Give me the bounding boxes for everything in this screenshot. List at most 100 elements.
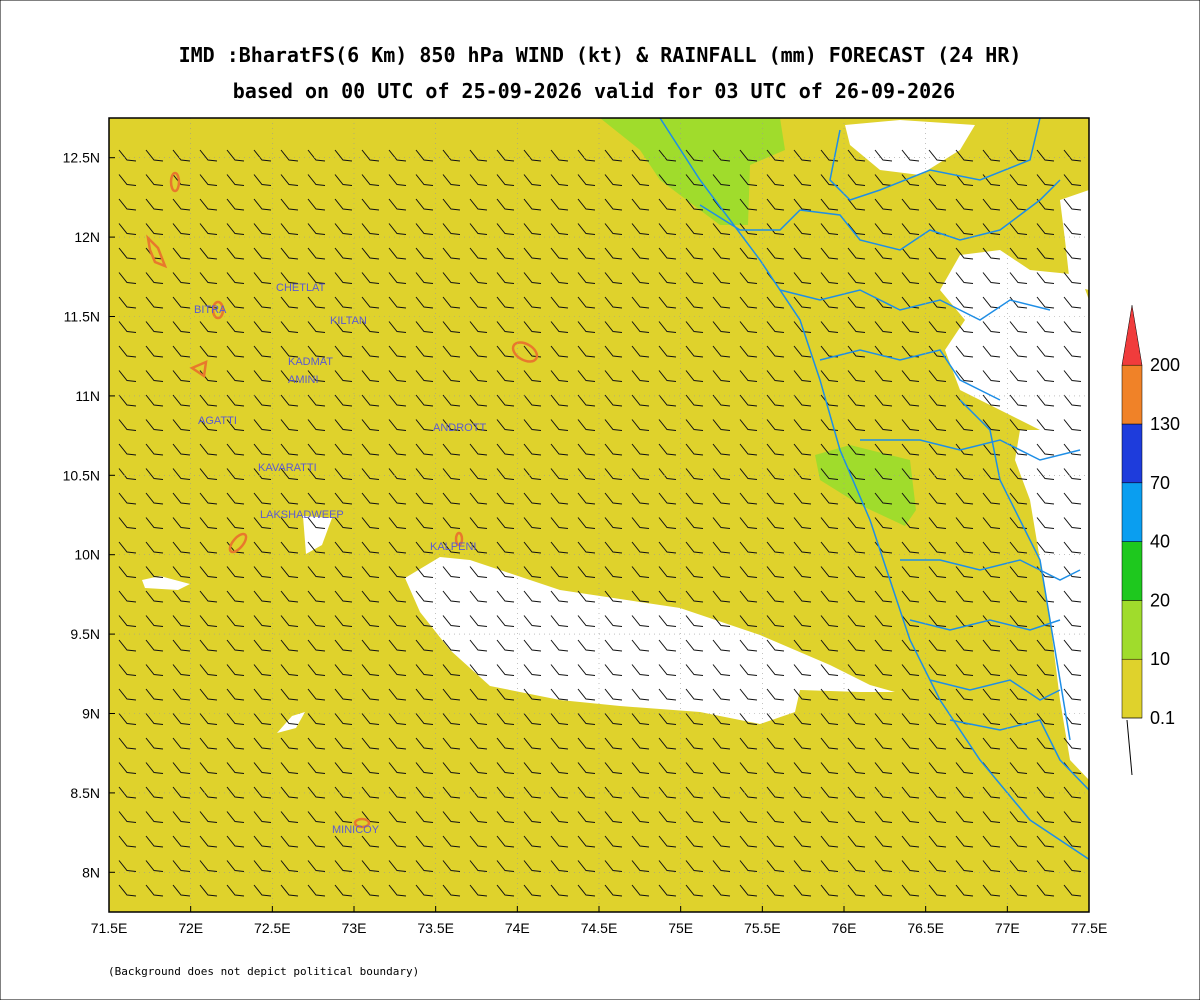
wind-barb	[388, 884, 407, 897]
patch	[845, 120, 975, 175]
wind-barb	[469, 590, 488, 603]
wind-barb	[1036, 835, 1055, 848]
x-tick-label: 75.5E	[744, 920, 781, 936]
place-label: LAKSHADWEEP	[260, 509, 344, 521]
wind-barb	[199, 762, 218, 774]
wind-barb	[874, 174, 893, 186]
wind-barb	[928, 811, 947, 823]
wind-barb	[388, 321, 407, 333]
wind-barb	[334, 541, 353, 554]
wind-barb	[901, 713, 920, 725]
wind-barb	[928, 835, 947, 848]
wind-barb	[415, 272, 434, 284]
wind-barb	[496, 541, 515, 554]
wind-barb	[1036, 737, 1055, 750]
wind-barb	[1063, 517, 1082, 529]
wind-barb	[793, 149, 812, 162]
wind-barb	[982, 566, 1001, 578]
wind-barb	[496, 321, 515, 333]
wind-barb	[469, 370, 488, 382]
wind-barb	[847, 370, 866, 382]
wind-barb	[226, 345, 245, 358]
wind-barb	[199, 664, 218, 676]
wind-barb	[766, 223, 785, 235]
wind-barb	[388, 566, 407, 578]
wind-barb	[658, 517, 677, 529]
wind-barb	[658, 247, 677, 260]
wind-barb	[415, 419, 434, 431]
wind-barb	[1063, 272, 1082, 284]
border	[699, 179, 1061, 251]
border	[949, 719, 1089, 791]
patch	[277, 712, 305, 733]
wind-barb	[793, 590, 812, 603]
wind-barb	[658, 223, 677, 235]
wind-barb	[253, 174, 272, 186]
wind-barb	[658, 321, 677, 333]
wind-barb	[793, 443, 812, 456]
wind-barb	[280, 517, 299, 529]
wind-barb	[604, 762, 623, 774]
wind-barb	[577, 664, 596, 676]
wind-barb	[685, 223, 704, 235]
wind-barb	[631, 762, 650, 774]
wind-barb	[415, 468, 434, 480]
wind-barb	[118, 492, 137, 505]
wind-barb	[739, 247, 758, 260]
wind-barb	[685, 737, 704, 750]
wind-barb	[253, 272, 272, 284]
wind-barb	[199, 492, 218, 505]
wind-barb	[1009, 345, 1028, 358]
wind-barb	[685, 443, 704, 456]
wind-barb	[442, 174, 461, 186]
wind-barb	[901, 786, 920, 799]
wind-barb	[928, 370, 947, 382]
wind-barb	[631, 174, 650, 186]
wind-barb	[172, 786, 191, 799]
heavy-rain-contours	[146, 171, 539, 829]
wind-barb	[1063, 541, 1082, 554]
wind-barb	[739, 737, 758, 750]
wind-barb	[145, 639, 164, 652]
wind-barb	[739, 296, 758, 309]
wind-barb	[712, 272, 731, 284]
wind-barb	[685, 321, 704, 333]
wind-barb	[1036, 443, 1055, 456]
wind-barb	[955, 639, 974, 652]
wind-barb	[874, 198, 893, 211]
wind-barb	[982, 811, 1001, 823]
wind-barb	[901, 223, 920, 235]
wind-barb	[658, 590, 677, 603]
wind-barb	[712, 860, 731, 872]
wind-barb	[928, 860, 947, 872]
wind-barb	[712, 835, 731, 848]
wind-barb	[685, 639, 704, 652]
wind-barb	[982, 590, 1001, 603]
wind-barb	[199, 198, 218, 211]
wind-barb	[577, 174, 596, 186]
wind-barb	[334, 884, 353, 897]
wind-barb	[118, 541, 137, 554]
wind-barb	[847, 786, 866, 799]
x-tick-label: 72.5E	[254, 920, 291, 936]
wind-barb	[523, 860, 542, 872]
wind-barb	[739, 370, 758, 382]
wind-barb	[442, 590, 461, 603]
wind-barb	[901, 443, 920, 456]
wind-barb	[307, 590, 326, 603]
border	[819, 349, 1001, 401]
wind-barb	[388, 688, 407, 701]
wind-barb	[172, 566, 191, 578]
wind-barb	[766, 811, 785, 823]
wind-barb	[361, 272, 380, 284]
wind-barb	[928, 394, 947, 407]
wind-barb	[334, 713, 353, 725]
wind-barb	[766, 786, 785, 799]
wind-barb	[361, 419, 380, 431]
wind-barb	[955, 223, 974, 235]
wind-barb	[361, 541, 380, 554]
wind-barb	[469, 786, 488, 799]
wind-barb	[118, 370, 137, 382]
wind-barb	[496, 590, 515, 603]
